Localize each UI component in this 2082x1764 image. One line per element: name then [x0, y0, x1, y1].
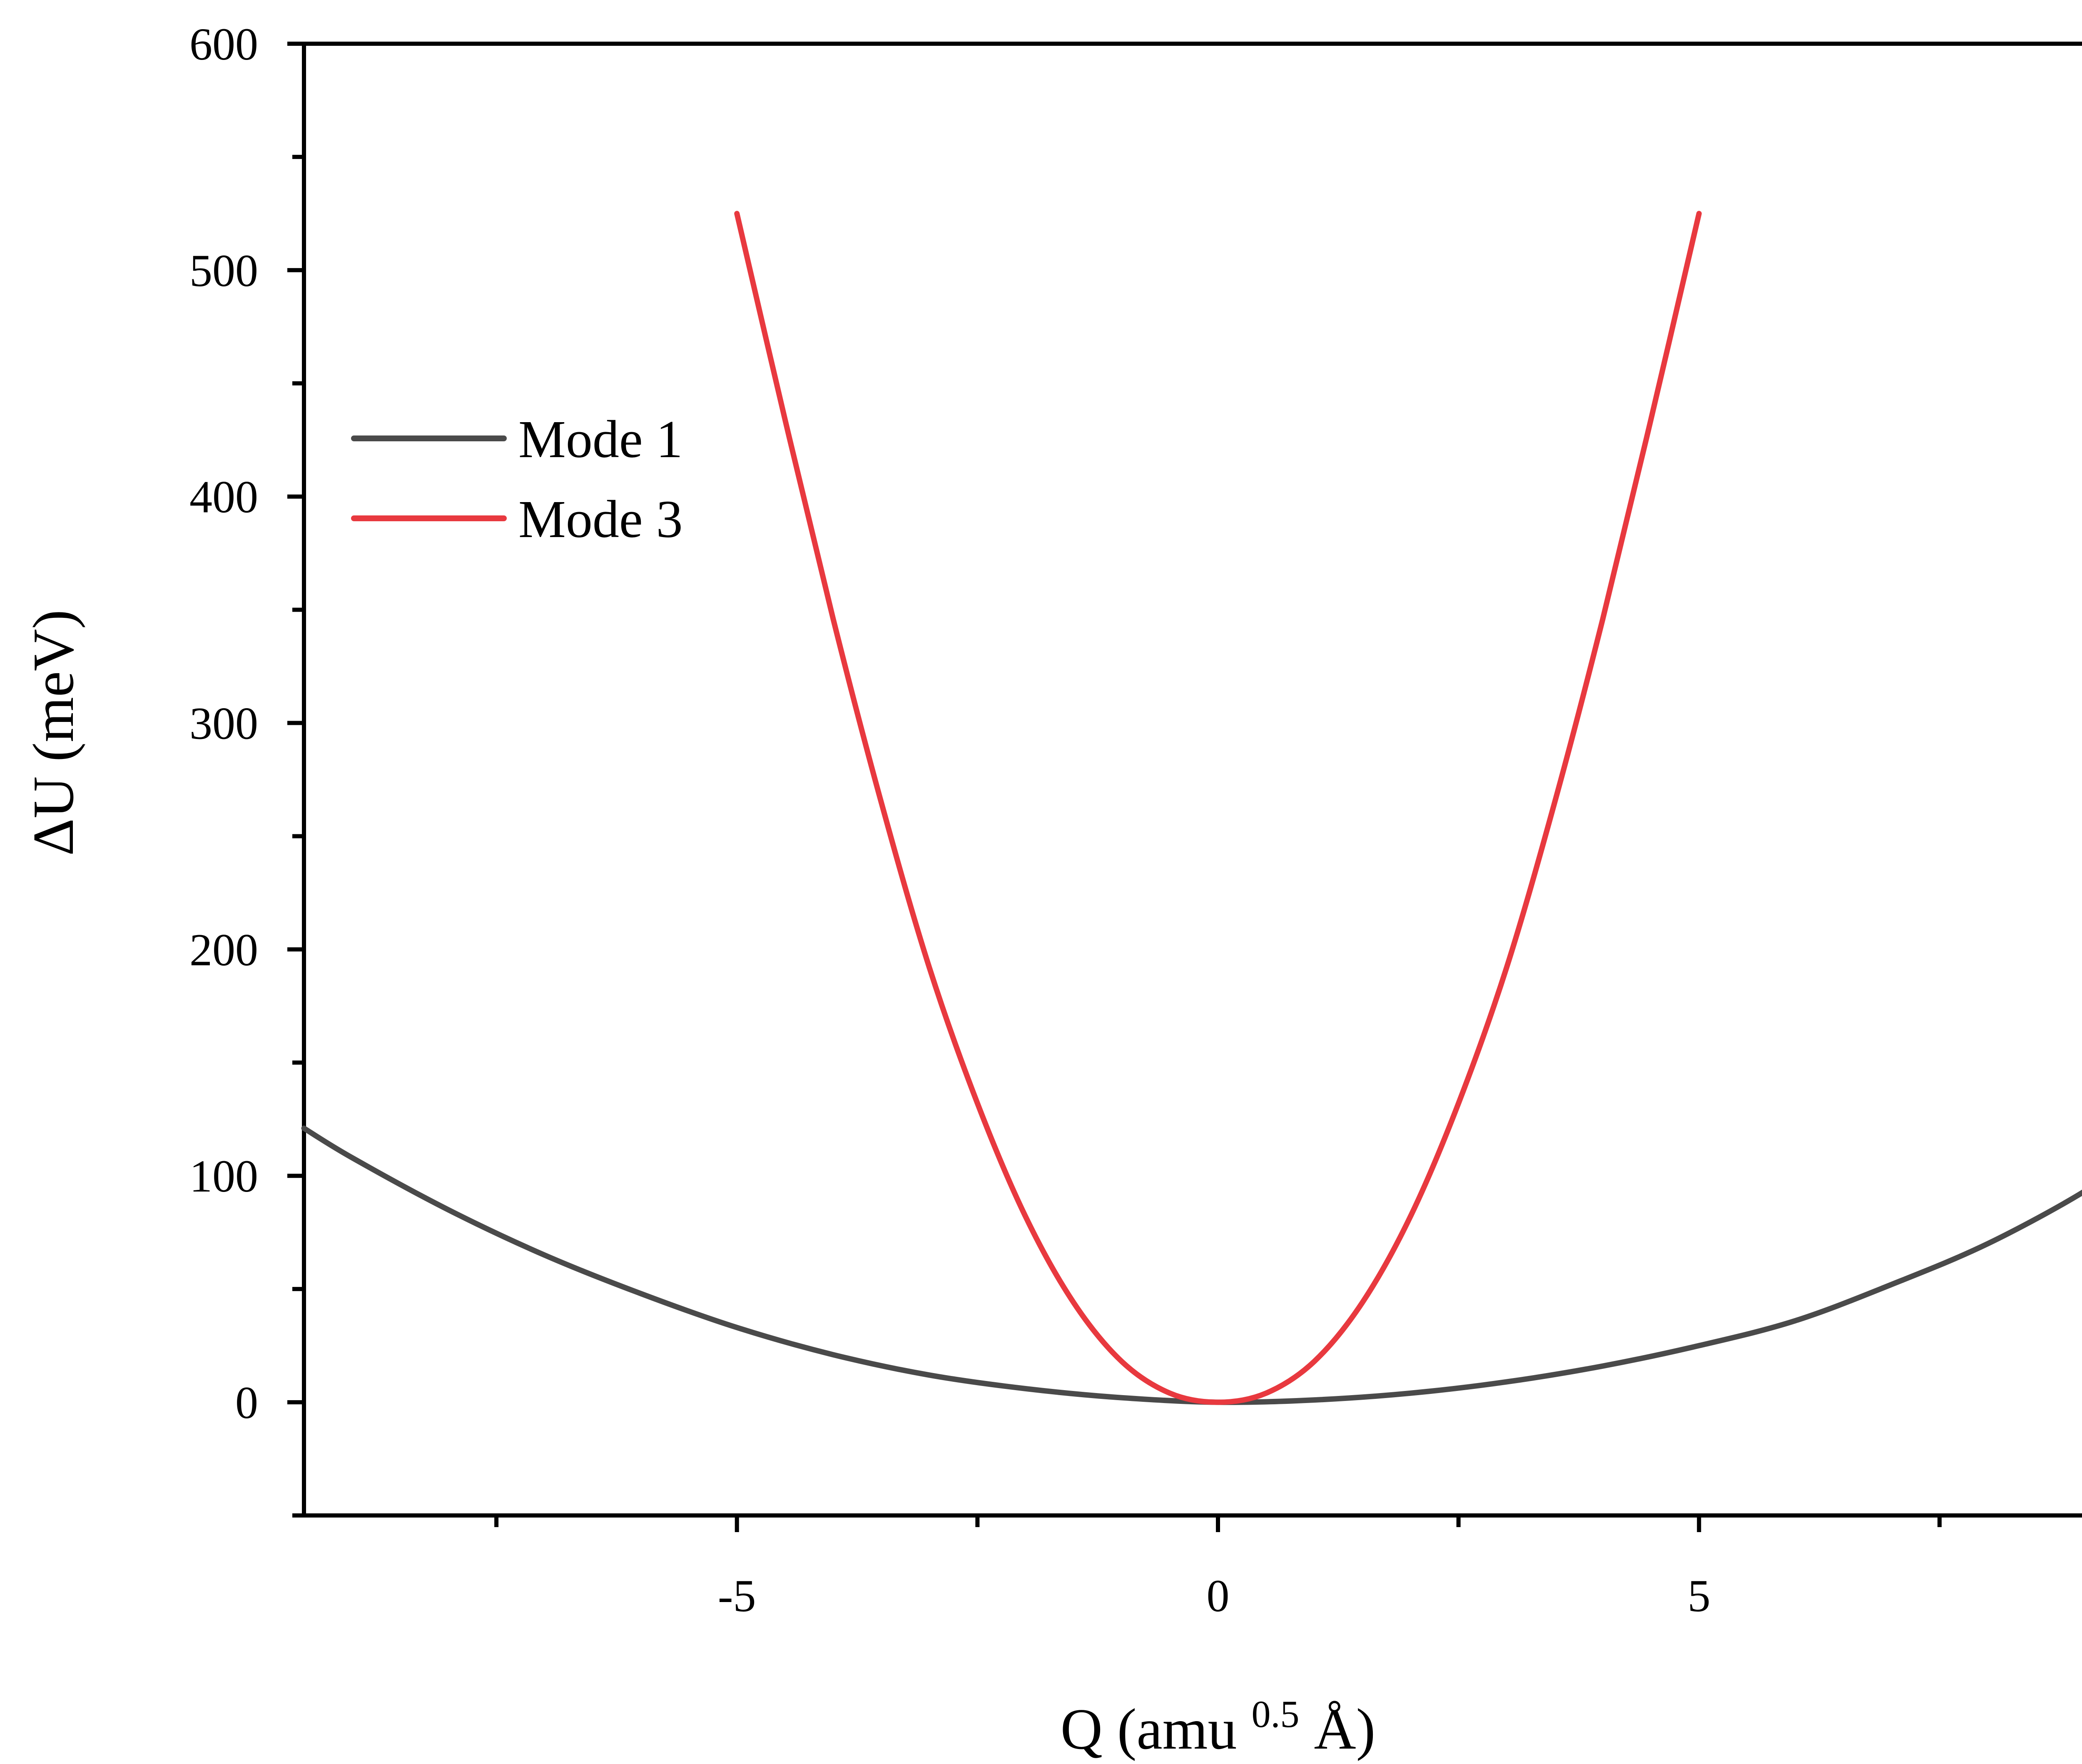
x-axis-title-suffix: Å): [1314, 1697, 1376, 1762]
legend: Mode 1 Mode 3: [351, 410, 683, 549]
x-axis-title-superscript: 0.5: [1252, 1693, 1300, 1735]
series-layer: [301, 211, 2082, 1405]
legend-label-mode-3: Mode 3: [518, 490, 683, 549]
x-axis-title-prefix: Q (amu: [1061, 1697, 1237, 1762]
plot-area: [301, 42, 2082, 1518]
y-axis: 0 100 200 300 400 500 600: [189, 19, 304, 1518]
series-line-mode-1: [301, 1125, 2082, 1405]
x-tick-label: -5: [718, 1570, 756, 1621]
series-line-mode-3: [734, 211, 1702, 1405]
x-tick-label: 5: [1688, 1570, 1711, 1621]
y-tick-label: 300: [189, 698, 258, 749]
plot-frame: [302, 42, 2082, 1518]
x-tick-label: 0: [1207, 1570, 1230, 1621]
y-tick-label: 400: [189, 472, 258, 522]
y-tick-label: 100: [189, 1151, 258, 1202]
y-tick-label: 0: [235, 1377, 258, 1428]
y-tick-label: 600: [189, 19, 258, 70]
y-tick-label: 500: [189, 245, 258, 296]
x-axis-title: Q (amu 0.5 Å): [1061, 1675, 1376, 1762]
y-tick-label: 200: [189, 924, 258, 975]
x-axis: -5 0 5: [494, 1515, 1942, 1621]
legend-label-mode-1: Mode 1: [518, 410, 683, 469]
y-axis-title: ΔU (meV): [21, 610, 86, 856]
